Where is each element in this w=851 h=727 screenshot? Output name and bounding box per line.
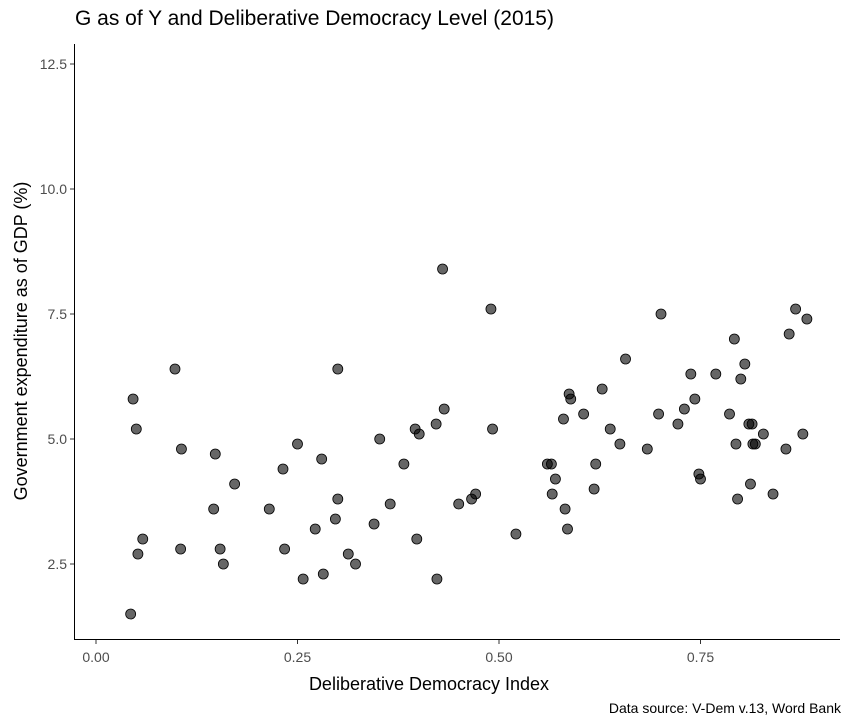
data-point [217, 558, 229, 570]
data-point [689, 393, 701, 405]
data-point [297, 573, 309, 585]
data-point [342, 548, 354, 560]
data-point [350, 558, 361, 570]
data-point [487, 423, 498, 435]
x-axis-title: Deliberative Democracy Index [309, 674, 549, 694]
data-point [685, 368, 697, 380]
data-point [695, 473, 706, 485]
data-point [724, 408, 735, 420]
data-point [559, 503, 571, 515]
data-point [604, 423, 616, 435]
data-point [710, 368, 722, 380]
data-point [545, 458, 557, 470]
data-point [728, 333, 740, 345]
data-point [739, 358, 751, 370]
data-point [332, 493, 344, 505]
data-point [398, 458, 410, 470]
data-point [209, 448, 221, 460]
data-point [175, 543, 187, 555]
data-point [735, 373, 747, 385]
y-tick-label: 10.0 [40, 181, 67, 197]
data-point [790, 303, 802, 315]
data-point [137, 533, 149, 545]
data-point [578, 408, 590, 420]
y-axis-title: Government expenditure as of GDP (%) [11, 182, 31, 501]
data-point [127, 393, 139, 405]
axes [74, 44, 840, 640]
data-point [596, 383, 608, 395]
data-point [797, 428, 809, 440]
data-point [132, 548, 144, 560]
x-tick-label: 0.75 [687, 649, 714, 665]
data-point [438, 403, 450, 415]
data-point [565, 393, 577, 405]
data-point [614, 438, 626, 450]
data-point [332, 363, 344, 375]
data-point [485, 303, 497, 315]
data-point [757, 428, 769, 440]
data-point [620, 353, 631, 365]
data-point [588, 483, 600, 495]
data-point [437, 263, 448, 275]
data-point [453, 498, 465, 510]
y-tick-label: 5.0 [48, 431, 68, 447]
x-tick-label: 0.50 [485, 649, 512, 665]
data-point [470, 488, 482, 500]
data-point [780, 443, 792, 455]
x-tick-label: 0.25 [284, 649, 311, 665]
data-point [730, 438, 742, 450]
data-point [279, 543, 291, 555]
data-source-caption: Data source: V-Dem v.13, Word Bank [608, 700, 841, 716]
data-point [558, 413, 569, 425]
data-point [746, 418, 758, 430]
data-point [767, 488, 779, 500]
data-point [208, 503, 220, 515]
y-ticks: 2.5 5.0 7.5 10.0 12.5 [40, 56, 74, 572]
data-point [546, 488, 558, 500]
y-tick-label: 2.5 [48, 556, 68, 572]
data-point [641, 443, 653, 455]
x-tick-label: 0.00 [82, 649, 109, 665]
data-point [329, 513, 341, 525]
data-point [411, 533, 423, 545]
data-point [745, 478, 756, 490]
data-point [368, 518, 380, 530]
y-tick-label: 7.5 [48, 306, 68, 322]
data-point [590, 458, 602, 470]
data-point [169, 363, 181, 375]
data-point [317, 568, 329, 580]
data-point [374, 433, 386, 445]
data-point [550, 473, 561, 485]
data-point [678, 403, 690, 415]
data-point [732, 493, 743, 505]
data-point [309, 523, 321, 535]
data-point [413, 428, 425, 440]
data-point [292, 438, 303, 450]
y-tick-label: 12.5 [40, 56, 67, 72]
chart-title: G as of Y and Deliberative Democracy Lev… [75, 7, 554, 30]
data-points [125, 263, 813, 620]
data-point [176, 443, 187, 455]
x-ticks: 0.00 0.25 0.50 0.75 [82, 640, 714, 665]
data-point [431, 573, 443, 585]
data-point [749, 438, 761, 450]
data-point [655, 308, 667, 320]
data-point [130, 423, 142, 435]
data-point [263, 503, 275, 515]
data-point [229, 478, 241, 490]
data-point [783, 328, 795, 340]
data-point [125, 608, 137, 620]
data-point [316, 453, 328, 465]
data-point [277, 463, 289, 475]
data-point [801, 313, 813, 325]
data-point [562, 523, 573, 535]
data-point [430, 418, 442, 430]
data-point [214, 543, 226, 555]
data-point [653, 408, 664, 420]
data-point [384, 498, 396, 510]
data-point [672, 418, 684, 430]
data-point [510, 528, 522, 540]
